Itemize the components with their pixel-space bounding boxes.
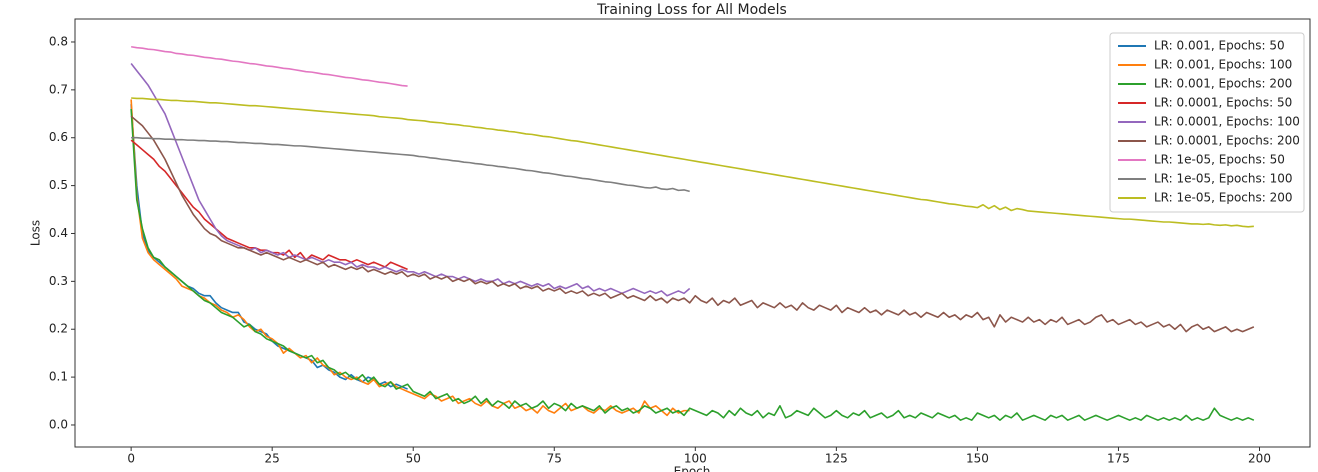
plot-area	[130, 45, 1255, 421]
y-tick-label: 0.2	[49, 322, 68, 336]
legend-label: LR: 0.0001, Epochs: 100	[1154, 115, 1300, 129]
y-axis-label: Loss	[29, 220, 43, 246]
legend-label: LR: 1e-05, Epochs: 200	[1154, 191, 1293, 205]
x-tick-label: 0	[127, 452, 135, 466]
x-tick-label: 50	[406, 452, 421, 466]
y-tick-label: 0.3	[49, 274, 68, 288]
legend-box	[1109, 32, 1305, 213]
x-tick-label: 200	[1248, 452, 1271, 466]
legend-label: LR: 0.001, Epochs: 100	[1154, 58, 1292, 72]
x-tick-label: 75	[547, 452, 562, 466]
series-line	[130, 63, 691, 297]
legend: LR: 0.001, Epochs: 50 LR: 0.001, Epochs: …	[1109, 32, 1305, 213]
chart-title: Training Loss for All Models	[596, 2, 787, 18]
legend-label: LR: 0.001, Epochs: 50	[1154, 39, 1285, 53]
legend-label: LR: 0.001, Epochs: 200	[1154, 77, 1292, 91]
legend-label: LR: 1e-05, Epochs: 50	[1154, 153, 1285, 167]
series-line	[130, 99, 690, 417]
y-tick-label: 0.0	[49, 417, 68, 431]
x-tick-label: 175	[1107, 452, 1130, 466]
x-tick-label: 150	[966, 452, 989, 466]
series-line	[131, 45, 408, 87]
y-tick-label: 0.7	[49, 82, 68, 96]
x-tick-label: 25	[265, 452, 280, 466]
x-tick-label: 125	[825, 452, 848, 466]
series-line	[130, 108, 1255, 421]
plot-frame	[74, 18, 1311, 448]
x-tick-label: 100	[684, 452, 707, 466]
legend-label: LR: 0.0001, Epochs: 50	[1154, 96, 1292, 110]
y-tick-label: 0.4	[49, 226, 68, 240]
y-tick-label: 0.6	[49, 130, 68, 144]
y-tick-label: 0.1	[49, 370, 68, 384]
series-line	[130, 139, 408, 271]
series-line	[131, 136, 690, 193]
y-tick-label: 0.5	[49, 178, 68, 192]
legend-label: LR: 1e-05, Epochs: 100	[1154, 172, 1293, 186]
series-line	[130, 115, 1255, 333]
x-axis-label: Epoch	[674, 465, 711, 472]
series-line	[131, 97, 1254, 228]
series-line	[130, 104, 408, 390]
y-tick-label: 0.8	[49, 34, 68, 48]
legend-label: LR: 0.0001, Epochs: 200	[1154, 134, 1300, 148]
